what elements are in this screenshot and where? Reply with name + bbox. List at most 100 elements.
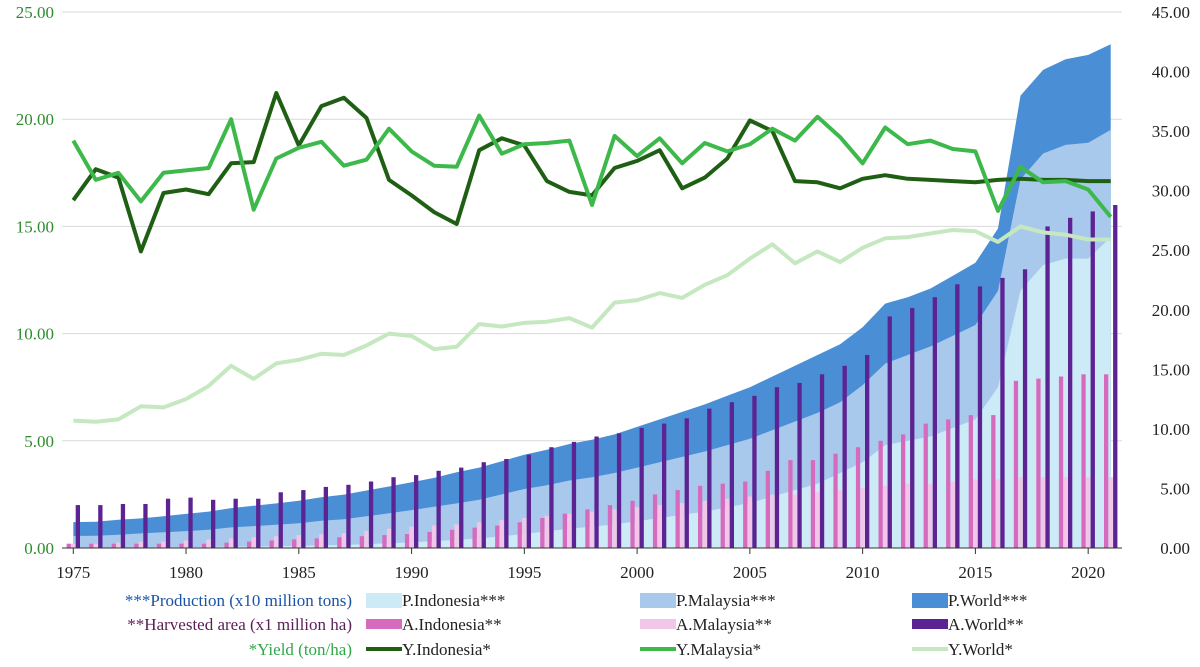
x-tick-label: 2020 — [1071, 563, 1105, 582]
bar-aindonesia — [607, 505, 613, 548]
bar-aindonesia — [269, 540, 274, 548]
legend-swatch-pindonesia — [366, 593, 402, 608]
left-tick-label: 15.00 — [16, 217, 54, 236]
bar-amalaysia — [860, 488, 865, 548]
bar-aindonesia — [382, 535, 387, 548]
bar-aindonesia — [630, 500, 635, 548]
legend-label-amalaysia: A.Malaysia** — [676, 615, 772, 634]
bar-aindonesia — [743, 481, 748, 548]
bar-aindonesia — [247, 541, 252, 548]
right-tick-label: 0.00 — [1160, 539, 1190, 558]
legend-label-yindonesia: Y.Indonesia* — [402, 640, 491, 659]
bar-amalaysia — [206, 539, 211, 548]
line-yworld — [73, 224, 1111, 424]
bar-aindonesia — [1104, 374, 1109, 548]
bar-amalaysia — [792, 494, 798, 548]
left-tick-label: 25.00 — [16, 3, 54, 22]
bar-amalaysia — [522, 518, 527, 548]
bar-aindonesia — [1013, 380, 1019, 548]
bar-aworld — [278, 492, 283, 548]
bar-amalaysia — [950, 481, 955, 548]
bar-aworld — [391, 477, 396, 548]
legend-note: **Harvested area (x1 million ha) — [127, 615, 352, 634]
left-tick-label: 5.00 — [24, 432, 54, 451]
right-tick-label: 5.00 — [1160, 479, 1190, 498]
bar-aworld — [887, 316, 892, 548]
bar-amalaysia — [161, 541, 166, 548]
bar-aworld — [549, 447, 554, 548]
bar-amalaysia — [702, 500, 707, 548]
x-tick-label: 1995 — [507, 563, 541, 582]
bar-aworld — [481, 462, 486, 548]
bar-aworld — [707, 408, 712, 548]
legend-label-pindonesia: P.Indonesia*** — [402, 591, 505, 610]
x-tick-label: 2015 — [958, 563, 992, 582]
bar-amalaysia — [973, 479, 978, 548]
bar-aindonesia — [968, 415, 973, 548]
bar-amalaysia — [1086, 477, 1091, 548]
bar-amalaysia — [680, 503, 685, 548]
bar-aindonesia — [314, 538, 319, 548]
bar-aworld — [188, 497, 193, 548]
bar-amalaysia — [499, 520, 504, 548]
right-tick-label: 40.00 — [1152, 63, 1190, 82]
bar-aindonesia — [855, 447, 861, 548]
right-tick-label: 20.00 — [1152, 301, 1190, 320]
bar-amalaysia — [589, 511, 595, 548]
bar-aindonesia — [810, 460, 816, 548]
legend: ***Production (x10 million tons) **Harves… — [125, 591, 1028, 659]
bar-amalaysia — [634, 507, 640, 548]
bar-aworld — [842, 365, 847, 548]
bar-aworld — [752, 395, 757, 548]
axes: 0.00 5.00 10.00 15.00 20.00 25.00 0.00 5.00 10.0… — [16, 3, 1190, 582]
bar-aworld — [1113, 205, 1118, 548]
legend-swatch-pmalaysia — [640, 593, 676, 608]
x-tick-label: 1985 — [282, 563, 316, 582]
bar-aworld — [75, 505, 80, 548]
bar-amalaysia — [319, 534, 324, 548]
line-yindonesia — [71, 91, 1111, 254]
x-tick-label: 1975 — [56, 563, 90, 582]
bar-aindonesia — [89, 543, 94, 548]
bar-amalaysia — [251, 537, 256, 548]
bar-aindonesia — [946, 419, 951, 548]
bar-aworld — [1068, 217, 1073, 549]
bar-amalaysia — [229, 538, 234, 548]
right-tick-label: 30.00 — [1152, 182, 1190, 201]
bar-aindonesia — [833, 453, 838, 548]
bar-amalaysia — [71, 543, 76, 548]
bar-amalaysia — [657, 505, 662, 548]
legend-swatch-pworld — [912, 593, 948, 608]
x-tick-label: 2005 — [733, 563, 767, 582]
bar-aworld — [323, 486, 328, 548]
bar-amalaysia — [409, 526, 414, 548]
bar-amalaysia — [725, 498, 730, 548]
bar-amalaysia — [612, 509, 617, 548]
bar-aworld — [211, 499, 216, 548]
bar-amalaysia — [747, 496, 752, 548]
bar-aindonesia — [1036, 378, 1041, 548]
bar-amalaysia — [837, 490, 843, 548]
bar-aindonesia — [472, 527, 477, 548]
bar-aworld — [729, 402, 734, 548]
left-tick-label: 20.00 — [16, 110, 54, 129]
bar-amalaysia — [454, 524, 459, 548]
bar-amalaysia — [341, 533, 346, 548]
bar-aindonesia — [134, 543, 139, 548]
bar-amalaysia — [138, 541, 144, 548]
left-tick-label: 10.00 — [16, 325, 54, 344]
bar-amalaysia — [477, 522, 482, 548]
legend-swatch-amalaysia — [640, 619, 676, 629]
bar-aworld — [977, 286, 983, 548]
bar-aworld — [865, 355, 870, 548]
bar-amalaysia — [567, 513, 572, 548]
bar-aworld — [932, 297, 937, 548]
right-tick-label: 35.00 — [1152, 122, 1190, 141]
bar-aindonesia — [337, 537, 342, 548]
bar-aindonesia — [111, 543, 116, 548]
right-tick-label: 15.00 — [1152, 360, 1190, 379]
bar-amalaysia — [905, 483, 910, 548]
bar-aworld — [1045, 226, 1050, 548]
bar-amalaysia — [296, 535, 301, 548]
x-tick-label: 1980 — [169, 563, 203, 582]
